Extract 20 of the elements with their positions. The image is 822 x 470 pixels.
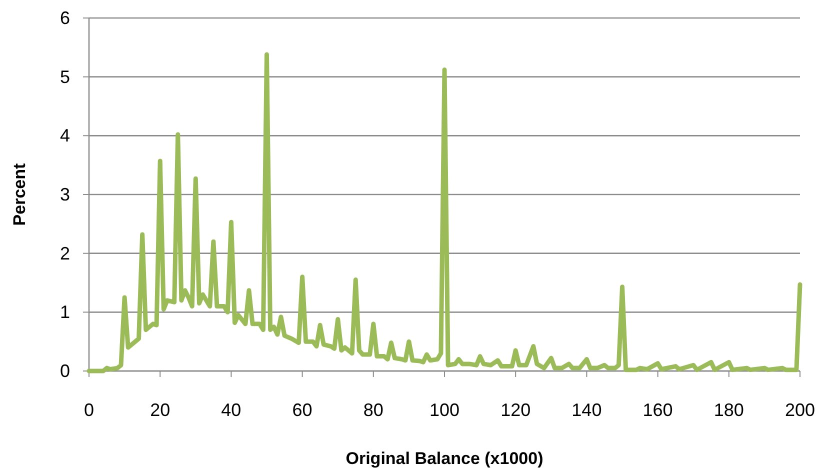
x-tick-label: 20 bbox=[150, 400, 170, 420]
x-tick-label: 0 bbox=[84, 400, 94, 420]
x-tick-label: 100 bbox=[429, 400, 460, 420]
x-tick-label: 60 bbox=[292, 400, 312, 420]
y-tick-label: 4 bbox=[60, 126, 70, 146]
x-tick-label: 120 bbox=[500, 400, 531, 420]
x-tick-label: 80 bbox=[363, 400, 384, 420]
x-axis-title: Original Balance (x1000) bbox=[346, 449, 544, 468]
x-tick-label: 180 bbox=[714, 400, 744, 420]
y-tick-label: 1 bbox=[60, 302, 70, 322]
x-tick-label: 40 bbox=[221, 400, 242, 420]
x-tick-label: 160 bbox=[642, 400, 673, 420]
y-tick-label: 0 bbox=[60, 361, 70, 381]
y-tick-label: 6 bbox=[60, 8, 70, 28]
x-tick-label: 140 bbox=[572, 400, 602, 420]
x-tick-label: 200 bbox=[784, 400, 816, 420]
y-tick-label: 2 bbox=[60, 243, 70, 264]
y-tick-label: 3 bbox=[60, 184, 70, 204]
y-axis-title: Percent bbox=[10, 162, 29, 226]
y-tick-label: 5 bbox=[60, 66, 70, 87]
